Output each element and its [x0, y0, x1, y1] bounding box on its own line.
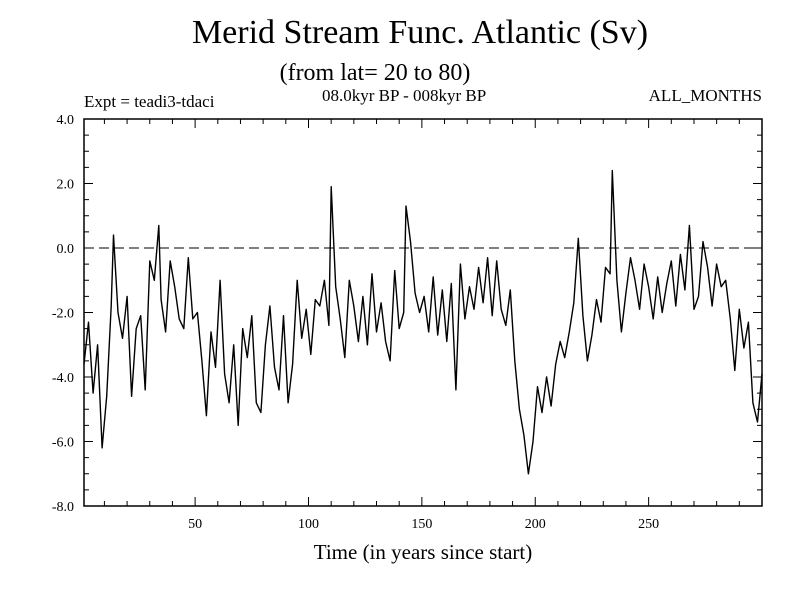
- y-tick-label: 2.0: [57, 178, 75, 193]
- x-tick-label: 250: [638, 517, 659, 532]
- chart-title: Merid Stream Func. Atlantic (Sv): [191, 14, 649, 51]
- y-tick-label: -8.0: [52, 500, 74, 515]
- x-tick-label: 150: [411, 517, 432, 532]
- x-tick-label: 50: [188, 517, 202, 532]
- experiment-label: Expt = teadi3-tdaci: [84, 92, 215, 111]
- y-tick-label: 0.0: [57, 242, 75, 257]
- x-axis-label: Time (in years since start): [313, 540, 533, 564]
- months-label: ALL_MONTHS: [648, 86, 762, 105]
- ticks-layer: -8.0 -6.0 -4.0 -2.0 0.0 2.0 4.0 50 100 150 200 250: [52, 113, 763, 532]
- y-tick-label: 4.0: [57, 113, 75, 128]
- series-line: [83, 169, 763, 475]
- period-label: 08.0kyr BP - 008kyr BP: [322, 86, 487, 105]
- series-layer: [83, 169, 763, 475]
- chart-subtitle: (from lat= 20 to 80): [279, 60, 471, 86]
- y-tick-label: -4.0: [52, 371, 74, 386]
- plot-frame: [83, 118, 763, 507]
- y-tick-label: -6.0: [52, 436, 74, 451]
- x-tick-label: 200: [525, 517, 546, 532]
- y-tick-label: -2.0: [52, 307, 74, 322]
- x-tick-label: 100: [298, 517, 319, 532]
